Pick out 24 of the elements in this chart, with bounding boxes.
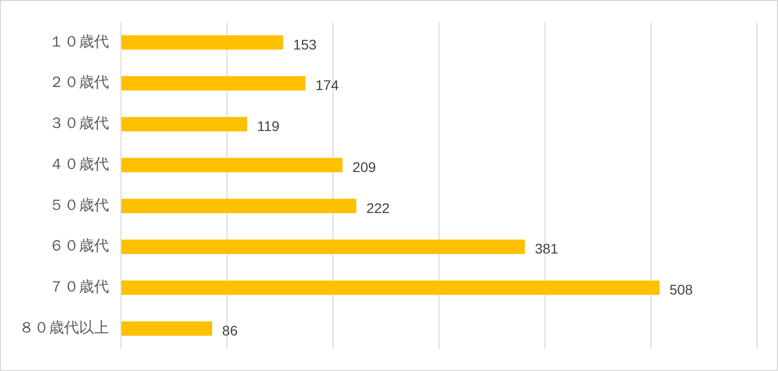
data-label: 222 <box>366 200 390 216</box>
y-tick-label: ８０歳代以上 <box>19 318 109 336</box>
y-tick-label: ３０歳代 <box>49 114 109 132</box>
bar <box>122 158 343 172</box>
y-tick-label: ５０歳代 <box>49 196 109 214</box>
bar <box>122 240 525 254</box>
data-label: 153 <box>293 36 317 52</box>
data-label: 86 <box>222 322 238 338</box>
bar <box>122 198 356 214</box>
data-label: 508 <box>669 282 694 298</box>
bar <box>122 76 306 90</box>
y-tick-label: ７０歳代 <box>49 278 109 296</box>
y-tick-label: ６０歳代 <box>49 236 109 255</box>
bar <box>122 117 248 132</box>
y-tick-label: １０歳代 <box>49 32 109 50</box>
bar <box>122 321 212 336</box>
data-label: 209 <box>352 158 376 175</box>
y-tick-label: ４０歳代 <box>49 154 109 173</box>
bar <box>122 280 660 295</box>
data-label: 381 <box>534 240 558 257</box>
bar <box>122 35 284 50</box>
y-tick-label: ２０歳代 <box>49 73 109 92</box>
data-label: 119 <box>257 118 280 134</box>
data-label: 174 <box>315 77 340 94</box>
